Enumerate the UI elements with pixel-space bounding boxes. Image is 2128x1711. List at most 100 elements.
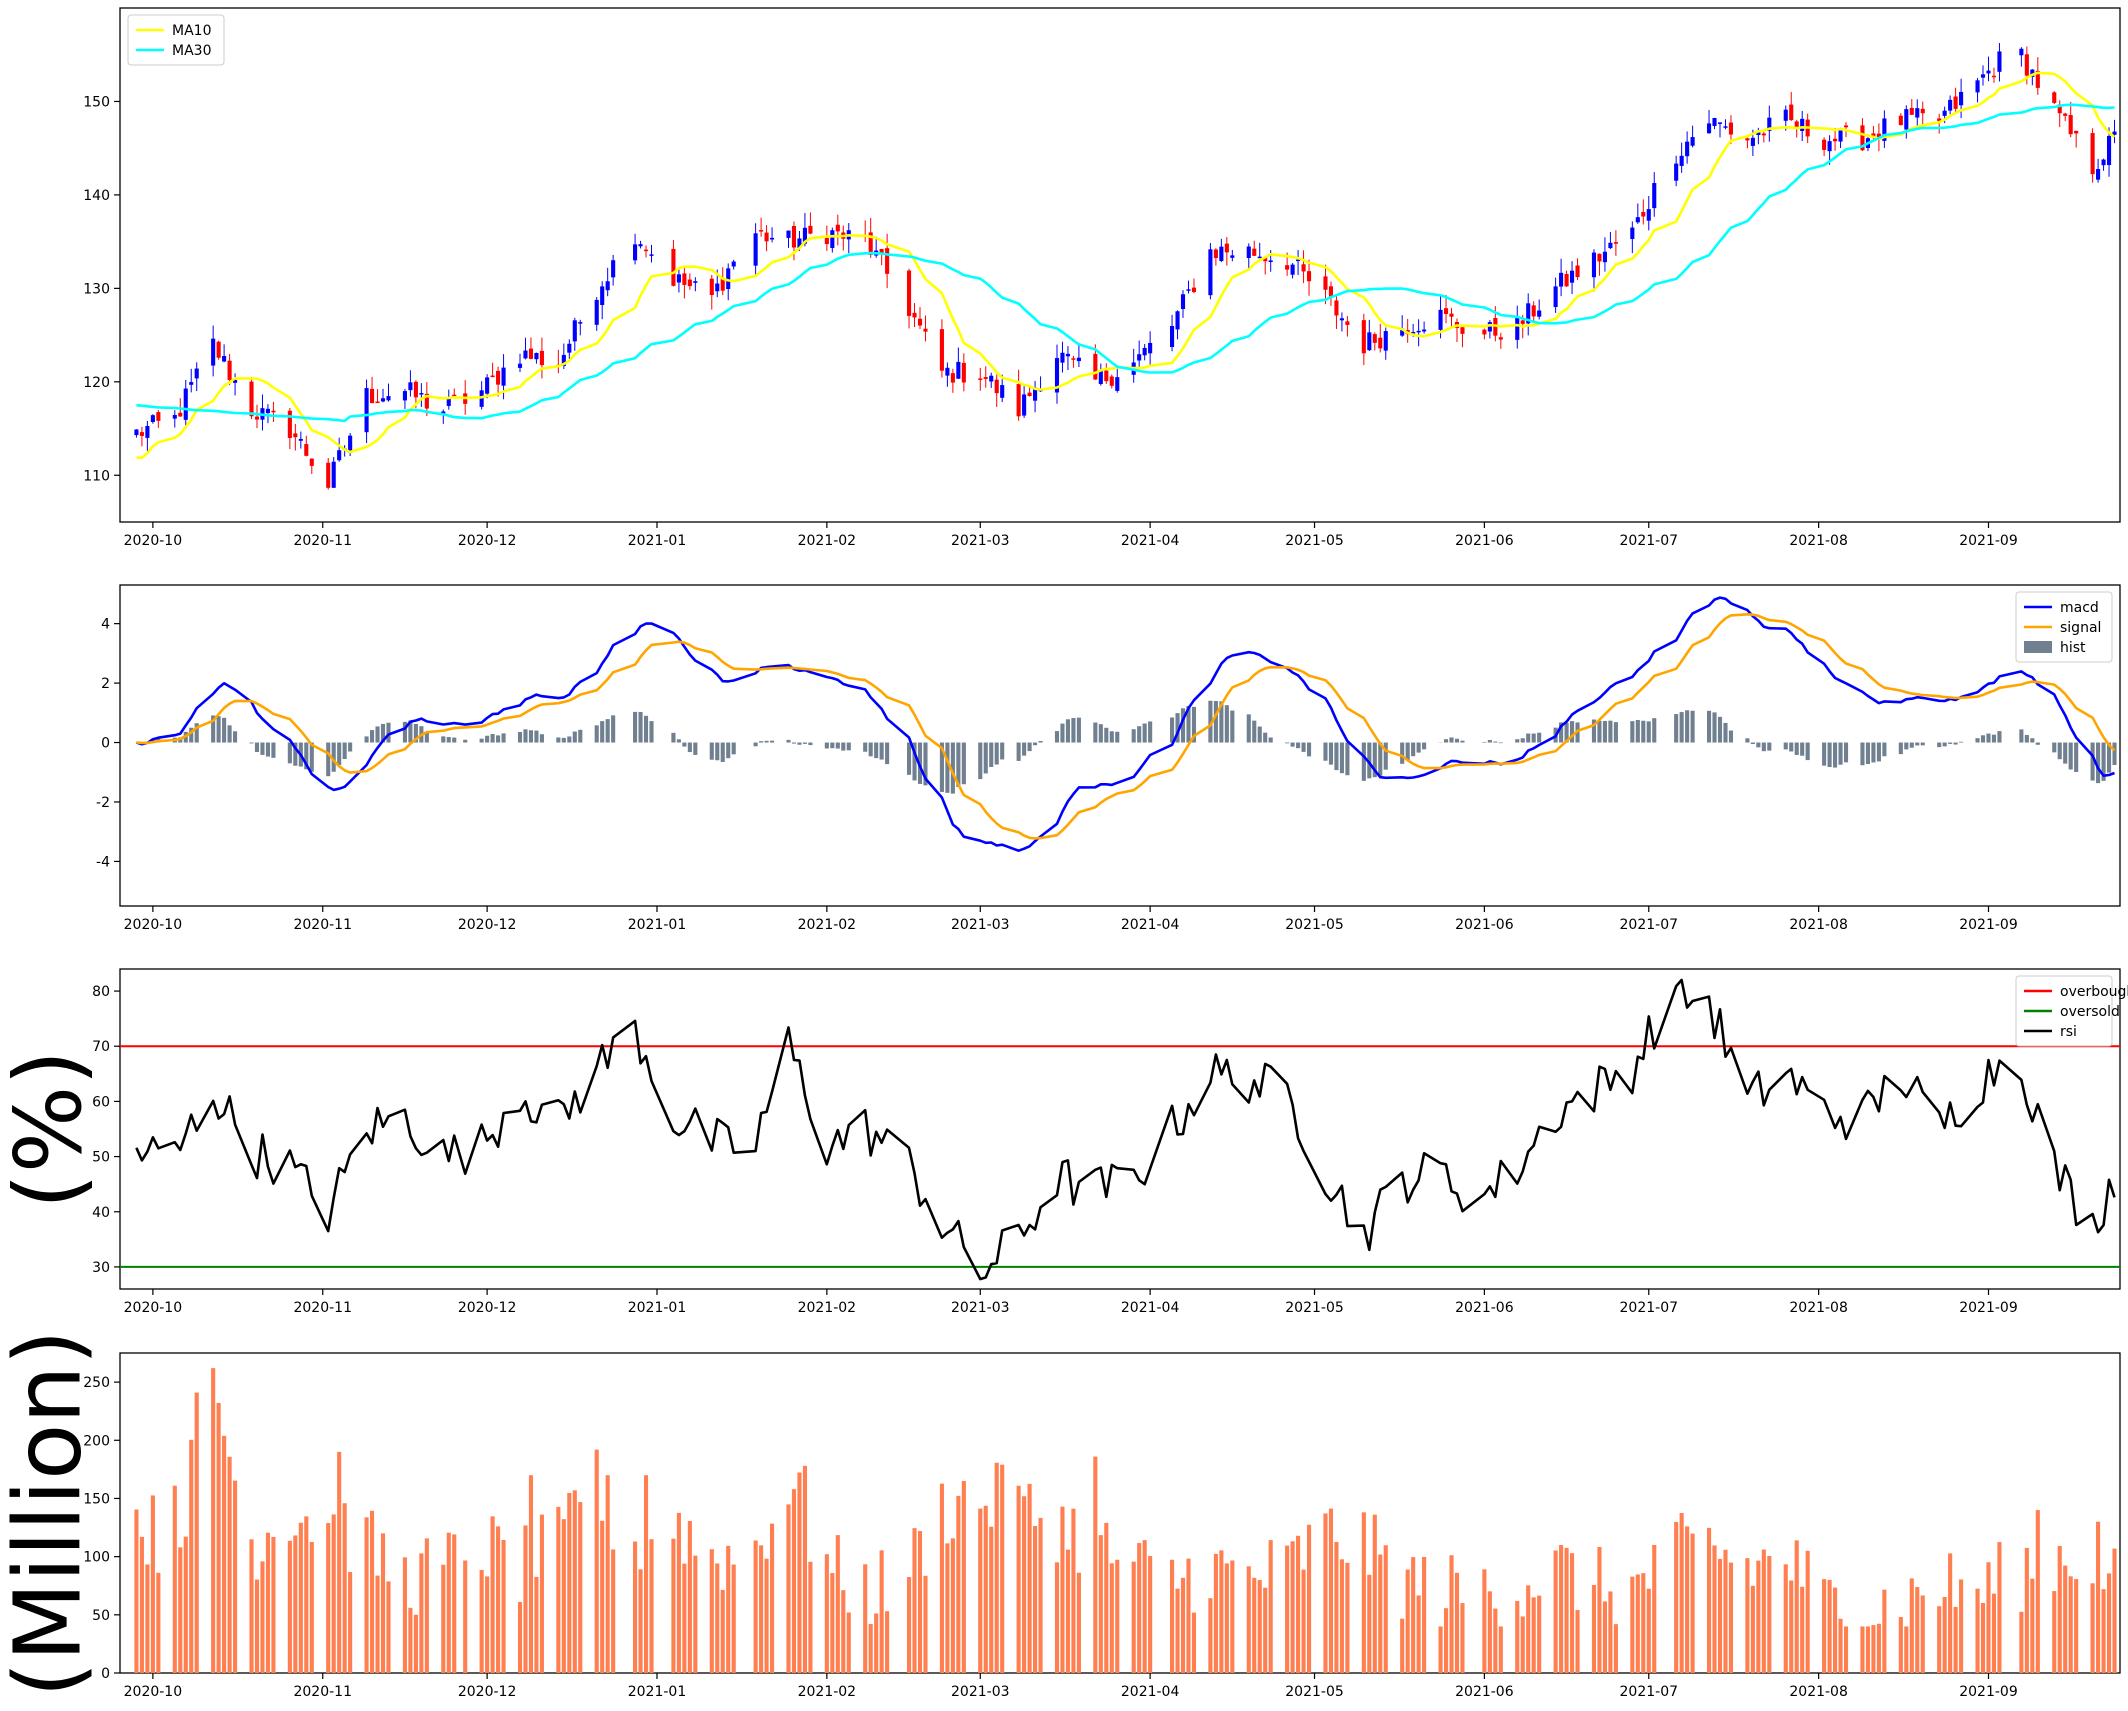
volume-bar xyxy=(682,1564,686,1673)
hist-bar xyxy=(1384,743,1388,770)
hist-bar xyxy=(1860,743,1864,766)
volume-bar xyxy=(1373,1515,1377,1673)
hist-bar xyxy=(1093,723,1097,743)
candle-body xyxy=(1789,105,1793,121)
hist-bar xyxy=(726,743,730,759)
hist-bar xyxy=(792,743,796,744)
volume-bar xyxy=(425,1538,429,1673)
candle-body xyxy=(2074,131,2078,134)
hist-bar xyxy=(1137,726,1141,742)
volume-bar xyxy=(923,1576,927,1673)
candle-body xyxy=(1302,264,1306,271)
volume-bar xyxy=(1838,1619,1842,1673)
candle-body xyxy=(1762,134,1766,136)
candle-body xyxy=(1225,244,1229,253)
volume-bar xyxy=(1943,1597,1947,1673)
hist-bar xyxy=(1707,711,1711,743)
volume-bar xyxy=(419,1553,423,1673)
volume-bar xyxy=(485,1576,489,1673)
candle-body xyxy=(502,368,506,386)
volume-bar xyxy=(956,1496,960,1673)
volume-bar xyxy=(907,1577,911,1673)
hist-bar xyxy=(567,736,571,742)
hist-bar xyxy=(1833,743,1837,768)
hist-bar xyxy=(326,743,330,777)
macd-xtick-label: 2020-10 xyxy=(124,917,183,933)
candle-body xyxy=(1247,246,1251,257)
candle-body xyxy=(184,389,188,420)
candle-body xyxy=(1422,330,1426,332)
candle-body xyxy=(2107,136,2111,165)
volume-bar xyxy=(408,1608,412,1673)
candle-body xyxy=(1636,217,1640,222)
volume-bar xyxy=(1723,1550,1727,1673)
candle-body xyxy=(1214,249,1218,258)
ma10-line xyxy=(136,73,2114,458)
hist-bar xyxy=(1822,743,1826,766)
hist-bar xyxy=(1723,723,1727,743)
volume-bar xyxy=(1789,1580,1793,1673)
candle-body xyxy=(1641,212,1645,216)
volume-bar xyxy=(1482,1569,1486,1673)
hist-bar xyxy=(995,743,999,765)
hist-bar xyxy=(880,743,884,760)
hist-bar xyxy=(786,740,790,743)
candle-body xyxy=(1521,320,1525,323)
hist-bar xyxy=(222,718,226,743)
hist-bar xyxy=(1411,743,1415,757)
volume-bar xyxy=(715,1564,719,1673)
volume-bar xyxy=(1269,1540,1273,1673)
volume-bar xyxy=(1795,1540,1799,1673)
volume-bar xyxy=(1055,1562,1059,1673)
candle-body xyxy=(518,364,522,368)
candle-body xyxy=(638,244,642,246)
volume-bar xyxy=(1181,1578,1185,1673)
volume-bar xyxy=(1652,1545,1656,1673)
hist-bar xyxy=(1767,743,1771,751)
macd-xtick-label: 2021-05 xyxy=(1285,917,1344,933)
candle-body xyxy=(912,313,916,318)
hist-bar xyxy=(288,743,292,764)
volume-bar xyxy=(1636,1574,1640,1673)
volume-bar xyxy=(1099,1535,1103,1673)
rsi-legend-label: oversold xyxy=(2060,1004,2120,1020)
hist-bar xyxy=(869,743,873,757)
hist-bar xyxy=(1915,743,1919,746)
volume-bar xyxy=(1449,1555,1453,1673)
hist-bar xyxy=(907,743,911,775)
hist-bar xyxy=(1992,735,1996,743)
volume-bar xyxy=(1915,1587,1919,1673)
candle-body xyxy=(419,393,423,395)
hist-bar xyxy=(1104,728,1108,743)
volume-xtick-label: 2021-09 xyxy=(1959,1684,2018,1700)
price-ytick-label: 130 xyxy=(83,281,110,297)
volume-bar xyxy=(518,1602,522,1673)
volume-bar xyxy=(1378,1555,1382,1673)
price-ytick-label: 140 xyxy=(83,188,110,204)
volume-bar xyxy=(1411,1557,1415,1673)
hist-bar xyxy=(578,730,582,743)
candle-body xyxy=(1691,137,1695,146)
hist-bar xyxy=(1099,724,1103,742)
volume-bar xyxy=(1680,1513,1684,1673)
hist-bar xyxy=(797,743,801,745)
candle-body xyxy=(1258,257,1262,259)
hist-bar xyxy=(343,743,347,759)
volume-bar xyxy=(825,1554,829,1673)
volume-bar xyxy=(2107,1573,2111,1673)
volume-bar xyxy=(1214,1554,1218,1673)
volume-bar xyxy=(1526,1585,1530,1673)
candle-body xyxy=(1323,276,1327,289)
volume-bar xyxy=(633,1542,637,1673)
volume-xtick-label: 2020-11 xyxy=(293,1684,352,1700)
volume-bar xyxy=(1751,1586,1755,1673)
candle-body xyxy=(995,380,999,393)
volume-bar xyxy=(1833,1588,1837,1673)
candle-body xyxy=(1647,209,1651,221)
ma30-line xyxy=(136,105,2114,421)
macd-ytick-label: 0 xyxy=(101,736,110,752)
candle-body xyxy=(529,349,533,359)
macd-legend-label: signal xyxy=(2060,620,2101,636)
rsi-xtick-label: 2021-04 xyxy=(1121,1300,1180,1316)
volume-ytick-label: 0 xyxy=(101,1666,110,1682)
